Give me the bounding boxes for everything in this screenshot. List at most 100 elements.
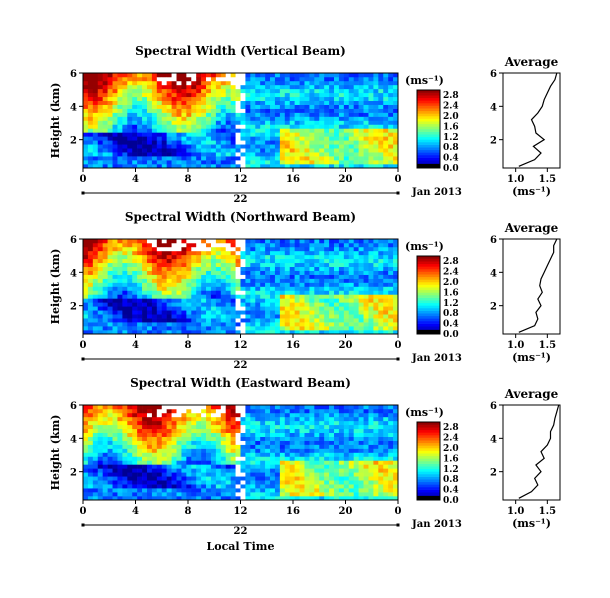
- heatmap-cell: [146, 460, 153, 465]
- heatmap-cell: [334, 432, 340, 437]
- heatmap-cell: [284, 294, 291, 299]
- heatmap-cell: [294, 120, 300, 125]
- heatmap-cell: [383, 484, 389, 489]
- heatmap-cell: [358, 492, 364, 497]
- heatmap-cell: [343, 266, 350, 271]
- heatmap-cell: [166, 112, 172, 117]
- heatmap-cell: [220, 476, 227, 481]
- x-tick-label: 16: [286, 174, 300, 185]
- heatmap-cell: [92, 496, 99, 501]
- heatmap-cell: [245, 306, 251, 311]
- heatmap-cell: [260, 440, 266, 445]
- heatmap-cell: [201, 152, 207, 157]
- heatmap-cell: [338, 160, 345, 165]
- heatmap-cell: [255, 160, 261, 165]
- heatmap-cell: [146, 92, 153, 98]
- heatmap-cell: [274, 440, 281, 445]
- heatmap-cell: [112, 464, 118, 469]
- heatmap-cell: [265, 262, 271, 268]
- heatmap-cell: [220, 136, 227, 141]
- heatmap-cell: [156, 440, 163, 445]
- heatmap-cell: [255, 88, 261, 94]
- heatmap-cell: [319, 120, 325, 125]
- heatmap-cell: [304, 242, 310, 248]
- heatmap-cell: [388, 120, 394, 125]
- heatmap-cell: [284, 286, 291, 291]
- heatmap-cell: [210, 412, 217, 418]
- heatmap-cell: [338, 306, 345, 311]
- heatmap-cell: [309, 120, 315, 125]
- heatmap-cell: [97, 128, 103, 133]
- colorbar-tick-label: 0.0: [443, 496, 459, 506]
- heatmap-cell: [206, 112, 212, 117]
- heatmap-cell: [210, 128, 217, 133]
- heatmap-cell: [250, 488, 256, 493]
- heatmap-cell: [181, 444, 187, 449]
- heatmap-cell: [299, 120, 305, 125]
- heatmap-cell: [383, 472, 389, 477]
- heatmap-cell: [122, 314, 128, 319]
- heatmap-cell: [196, 104, 202, 109]
- colorbar-swatch: [417, 147, 440, 151]
- heatmap-cell: [186, 420, 192, 426]
- heatmap-cell: [338, 156, 345, 161]
- heatmap-cell: [304, 468, 310, 473]
- heatmap-cell: [225, 160, 231, 165]
- heatmap-cell: [378, 492, 384, 497]
- colorbar-swatch: [417, 269, 440, 272]
- heatmap-cell: [132, 104, 138, 109]
- heatmap-cell: [206, 274, 212, 279]
- heatmap-cell: [132, 92, 138, 98]
- heatmap-cell: [329, 254, 335, 260]
- heatmap-cell: [270, 436, 276, 441]
- heatmap-cell: [210, 326, 217, 331]
- heatmap-cell: [304, 412, 310, 418]
- heatmap-cell: [294, 270, 300, 275]
- colorbar-swatch: [417, 90, 440, 93]
- heatmap-cell: [279, 330, 286, 335]
- heatmap-cell: [102, 88, 108, 94]
- heatmap-cell: [117, 266, 123, 271]
- heatmap-cell: [388, 92, 394, 98]
- heatmap-cell: [107, 100, 113, 105]
- heatmap-cell: [279, 318, 286, 323]
- heatmap-cell: [102, 306, 108, 311]
- heatmap-cell: [112, 314, 118, 319]
- heatmap-cell: [181, 80, 187, 86]
- heatmap-cell: [225, 242, 231, 248]
- heatmap-cell: [156, 298, 163, 303]
- heatmap-cell: [319, 160, 325, 165]
- heatmap-cell: [329, 270, 335, 275]
- heatmap-cell: [171, 84, 177, 90]
- heatmap-cell: [334, 476, 340, 481]
- heatmap-cell: [201, 254, 207, 260]
- heatmap-cell: [166, 96, 172, 102]
- colorbar-swatch: [417, 471, 440, 475]
- heatmap-cell: [348, 456, 354, 461]
- heatmap-cell: [166, 298, 172, 303]
- heatmap-cell: [181, 239, 187, 244]
- heatmap-cell: [289, 408, 295, 414]
- heatmap-cell: [383, 294, 389, 299]
- heatmap-cell: [102, 140, 108, 145]
- heatmap-cell: [181, 326, 187, 331]
- heatmap-cell: [191, 492, 197, 497]
- heatmap-cell: [270, 322, 276, 327]
- heatmap-cell: [338, 84, 345, 90]
- heatmap-cell: [240, 408, 246, 414]
- colorbar-tick-label: 2.4: [443, 434, 459, 444]
- heatmap-cell: [314, 488, 320, 493]
- heatmap-cell: [255, 120, 261, 125]
- heatmap-cell: [102, 120, 108, 125]
- heatmap-cell: [388, 250, 394, 256]
- heatmap-cell: [270, 92, 276, 98]
- heatmap-cell: [388, 476, 394, 481]
- heatmap-cell: [289, 132, 295, 137]
- heatmap-cell: [388, 73, 394, 78]
- heatmap-cell: [304, 136, 310, 141]
- heatmap-cell: [393, 452, 399, 457]
- heatmap-cell: [87, 310, 94, 315]
- heatmap-cell: [112, 270, 118, 275]
- heatmap-cell: [112, 80, 118, 86]
- heatmap-cell: [270, 456, 276, 461]
